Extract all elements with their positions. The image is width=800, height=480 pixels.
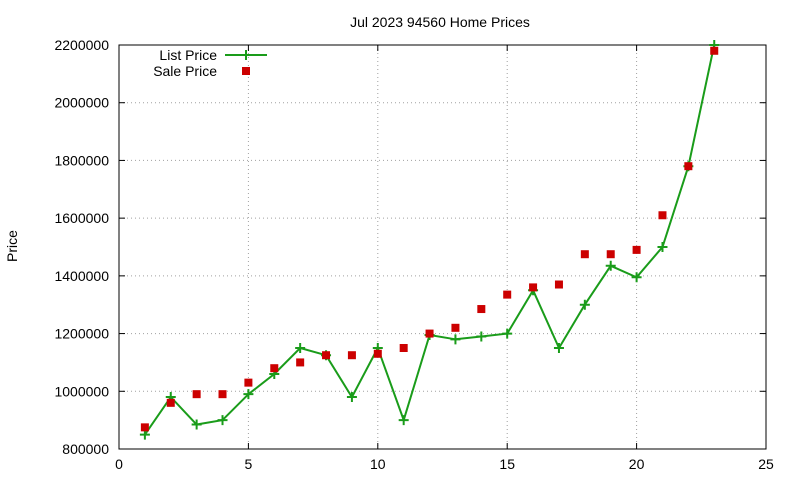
legend-marker bbox=[242, 67, 250, 75]
data-point bbox=[191, 419, 202, 430]
data-point bbox=[606, 250, 615, 259]
data-point bbox=[296, 358, 305, 367]
data-point bbox=[425, 329, 434, 338]
data-point bbox=[166, 398, 175, 407]
legend-label: Sale Price bbox=[153, 63, 217, 79]
data-point bbox=[140, 423, 149, 432]
data-point bbox=[476, 331, 487, 342]
data-point bbox=[658, 211, 667, 220]
y-tick-label: 1200000 bbox=[54, 326, 109, 342]
y-tick-label: 1800000 bbox=[54, 152, 109, 168]
data-point bbox=[218, 390, 227, 399]
series-line bbox=[144, 44, 716, 436]
plot-area-frame bbox=[118, 44, 767, 450]
y-tick-label: 800000 bbox=[62, 441, 109, 457]
data-point bbox=[451, 323, 460, 332]
axis-ticks: 0 5 10 15 20 25 800000 1000000 1200000 1400000 160… bbox=[54, 37, 774, 472]
data-point bbox=[502, 328, 513, 339]
data-point bbox=[295, 343, 306, 353]
legend-label: List Price bbox=[159, 47, 217, 63]
y-tick-label: 2200000 bbox=[54, 37, 109, 53]
data-point bbox=[657, 242, 668, 252]
data-point bbox=[684, 162, 693, 171]
data-point bbox=[554, 280, 563, 289]
data-point bbox=[450, 334, 461, 345]
data-point bbox=[710, 46, 719, 55]
data-point bbox=[398, 415, 409, 426]
data-point bbox=[243, 389, 254, 400]
series-list-price bbox=[139, 40, 720, 440]
x-tick-label: 25 bbox=[758, 456, 774, 472]
data-point bbox=[580, 250, 589, 259]
y-tick-label: 1600000 bbox=[54, 210, 109, 226]
series-layer bbox=[139, 40, 720, 440]
data-point bbox=[553, 343, 564, 353]
x-tick-label: 20 bbox=[629, 456, 645, 472]
y-axis-label: Price bbox=[4, 230, 20, 262]
legend-marker bbox=[241, 50, 251, 60]
data-point bbox=[399, 344, 408, 352]
x-tick-label: 0 bbox=[115, 456, 123, 472]
y-tick-label: 1400000 bbox=[54, 268, 109, 284]
series-sale-price bbox=[140, 46, 719, 432]
data-point bbox=[529, 283, 538, 292]
x-tick-label: 10 bbox=[370, 456, 386, 472]
x-tick-label: 5 bbox=[245, 456, 253, 472]
data-point bbox=[346, 392, 357, 403]
data-point bbox=[270, 364, 279, 373]
data-point bbox=[503, 290, 512, 299]
data-point bbox=[217, 415, 228, 426]
data-point bbox=[632, 245, 641, 254]
grid bbox=[119, 45, 766, 449]
data-point bbox=[192, 390, 201, 399]
data-point bbox=[579, 299, 590, 310]
data-point bbox=[605, 260, 616, 271]
data-point bbox=[477, 305, 486, 314]
data-point bbox=[244, 378, 253, 387]
y-tick-label: 1000000 bbox=[54, 383, 109, 399]
x-tick-label: 15 bbox=[499, 456, 515, 472]
y-tick-label: 2000000 bbox=[54, 95, 109, 111]
chart-title: Jul 2023 94560 Home Prices bbox=[350, 14, 530, 30]
data-point bbox=[373, 349, 382, 358]
data-point bbox=[631, 272, 642, 283]
data-point bbox=[347, 351, 356, 360]
data-point bbox=[322, 351, 331, 360]
